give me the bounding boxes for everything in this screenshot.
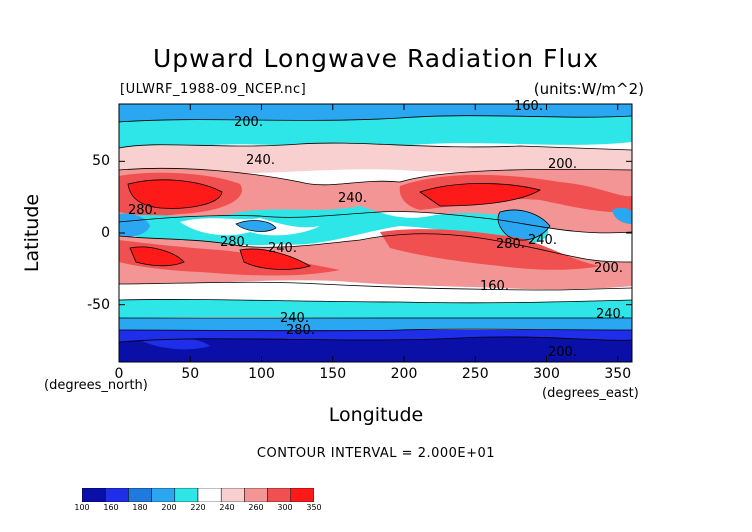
colorbar-swatch xyxy=(197,488,222,502)
colorbar-label: 220 xyxy=(190,503,206,512)
colorbar-swatch xyxy=(82,488,106,502)
x-unit-label: (degrees_east) xyxy=(542,386,639,401)
colorbar-swatch xyxy=(220,488,245,502)
chart-title: Upward Longwave Radiation Flux xyxy=(152,44,600,73)
contour-label: 200. xyxy=(594,261,623,276)
x-tick-label: 250 xyxy=(461,366,489,382)
colorbar-label: 200 xyxy=(161,503,177,512)
colorbar-label: 180 xyxy=(132,503,148,512)
contour-label: 240. xyxy=(246,153,275,168)
colorbar-label: 160 xyxy=(103,503,119,512)
colorbar-label: 350 xyxy=(306,503,322,512)
contour-label: 280. xyxy=(220,235,249,250)
contour-label: 200. xyxy=(548,345,577,360)
colorbar-swatch xyxy=(290,488,314,502)
x-tick-label: 200 xyxy=(390,366,418,382)
y-axis-label: Latitude xyxy=(21,193,43,273)
contour-label: 160. xyxy=(514,99,543,114)
y-unit-label: (degrees_north) xyxy=(44,378,148,393)
x-axis-label: Longitude xyxy=(328,404,424,426)
axis-ticks xyxy=(118,104,632,362)
colorbar-label: 100 xyxy=(74,503,90,512)
colorbar-swatch xyxy=(174,488,199,502)
file-label: [ULWRF_1988-09_NCEP.nc] xyxy=(120,82,307,97)
x-tick-label: 300 xyxy=(533,366,560,382)
contour-label: 240. xyxy=(268,241,297,256)
contour-lines xyxy=(119,115,632,343)
x-tick-label: 350 xyxy=(604,366,632,382)
x-tick-label: 150 xyxy=(319,366,347,382)
colorbar-swatch xyxy=(244,488,268,502)
contour-labels: 200.240.280.240.280. 240. 280. 240.200.160.… xyxy=(128,99,625,360)
colorbar-swatch xyxy=(104,488,129,502)
contour-label: 240. xyxy=(280,311,309,326)
x-tick-label: 50 xyxy=(181,366,200,382)
contour-label: 200. xyxy=(548,157,577,172)
contour-label: 280. xyxy=(496,237,525,252)
y-tick-label: 0 xyxy=(101,225,110,241)
colorbar-label: 300 xyxy=(277,503,293,512)
contour-label: 280. xyxy=(286,323,315,338)
colorbar-label: 260 xyxy=(248,503,264,512)
contour-interval-note: CONTOUR INTERVAL = 2.000E+01 xyxy=(256,446,496,461)
colorbar-swatch xyxy=(151,488,176,502)
y-tick-label: 50 xyxy=(92,153,110,170)
contour-label: 240. xyxy=(528,233,557,248)
colorbar xyxy=(82,488,314,502)
y-tick-label: -50 xyxy=(87,296,110,313)
x-tick-label: 0 xyxy=(114,366,124,382)
x-tick-label: 100 xyxy=(248,366,275,382)
colorbar-swatch xyxy=(128,488,152,502)
contour-label: 240. xyxy=(338,191,367,206)
contour-label: 160. xyxy=(480,279,509,294)
colorbar-swatch xyxy=(267,488,292,502)
colorbar-label: 240 xyxy=(219,503,235,512)
units-label: (units:W/m^2) xyxy=(533,80,644,98)
contour-label: 240. xyxy=(596,307,625,322)
contour-label: 200. xyxy=(234,115,263,130)
contour-label: 280. xyxy=(128,203,157,218)
